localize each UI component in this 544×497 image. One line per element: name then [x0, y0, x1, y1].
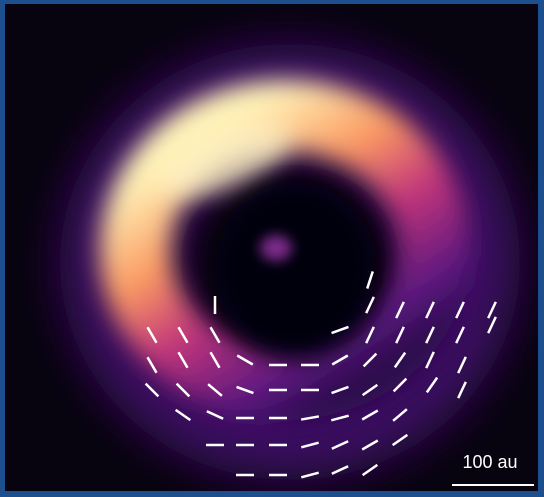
central-source [260, 235, 292, 261]
vector [300, 471, 320, 479]
vector [331, 385, 349, 395]
vector [209, 326, 221, 344]
vector [206, 410, 224, 420]
vector [391, 433, 409, 447]
cavity [215, 182, 375, 358]
vector [425, 376, 439, 394]
vector [393, 351, 407, 369]
vector [330, 414, 350, 422]
vector [331, 440, 349, 450]
vector [455, 301, 465, 319]
vector [366, 271, 374, 289]
vector [144, 382, 160, 398]
vector [455, 326, 465, 344]
vector [425, 326, 435, 344]
vector [236, 385, 254, 395]
vector [146, 326, 158, 344]
ring [100, 80, 470, 420]
disk-image [5, 4, 538, 491]
vector [361, 463, 379, 477]
vector [175, 382, 191, 398]
vector [425, 351, 435, 369]
vector [487, 301, 497, 319]
vector [395, 326, 405, 344]
vector [425, 301, 435, 319]
vector [361, 409, 379, 421]
vector [392, 408, 408, 422]
polarization-vectors [144, 271, 497, 479]
vector [457, 381, 467, 399]
vector [395, 301, 405, 319]
vector [331, 354, 349, 366]
vector [487, 316, 497, 334]
vector [457, 356, 467, 374]
vector [392, 377, 408, 393]
vector [361, 383, 379, 397]
vector [331, 325, 349, 335]
vector [331, 465, 349, 475]
vector [300, 441, 320, 449]
vector [207, 383, 223, 397]
vector [361, 439, 379, 451]
vector [209, 351, 221, 369]
vector [365, 326, 375, 344]
vector [300, 415, 320, 421]
vector [177, 351, 189, 369]
vector [365, 296, 375, 314]
vector [146, 356, 158, 374]
ring-peak [159, 123, 291, 197]
scale-bar-label: 100 au [462, 452, 517, 472]
vector [177, 326, 189, 344]
vector [362, 352, 378, 368]
vector [174, 408, 192, 422]
vector [236, 354, 254, 366]
